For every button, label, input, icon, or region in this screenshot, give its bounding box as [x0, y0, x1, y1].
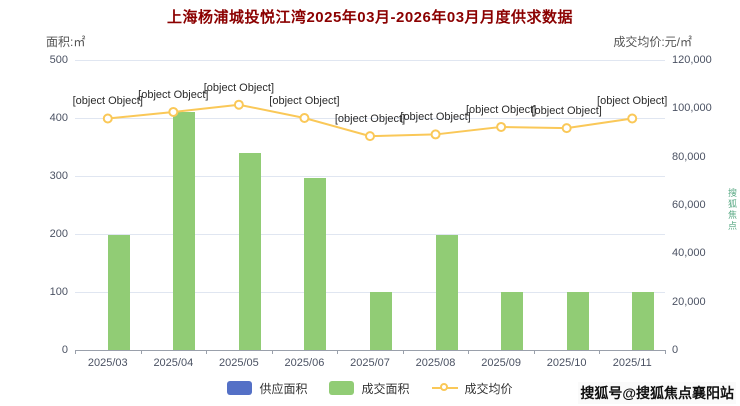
legend-label: 成交均价 [464, 381, 513, 396]
x-axis-tick [468, 350, 470, 354]
legend-line-dot [439, 383, 448, 391]
x-axis-category-label: 2025/06 [284, 357, 325, 369]
bar-成交面积[interactable] [238, 152, 261, 350]
line-point-label: [object Object] [138, 88, 209, 101]
bar-成交面积[interactable] [304, 177, 327, 350]
bar-成交面积[interactable] [107, 235, 130, 350]
edge-watermark-text: 搜狐焦点 [727, 188, 737, 232]
x-axis-category-label: 2025/08 [415, 357, 456, 369]
legend-item-供应面积[interactable]: 供应面积 [227, 380, 307, 397]
line-point-label: [object Object] [400, 111, 471, 124]
x-axis-category-label: 2025/11 [612, 357, 652, 369]
legend: 供应面积 成交面积 成交均价 [0, 378, 740, 398]
x-axis-tick [206, 350, 208, 354]
bar-成交面积[interactable] [501, 292, 524, 350]
left-axis-tick-label: 300 [49, 170, 68, 182]
x-axis-tick [140, 350, 142, 354]
right-axis-tick-label: 100,000 [672, 102, 712, 115]
x-axis-tick [271, 350, 273, 354]
line-point-label: [object Object] [334, 113, 406, 126]
legend-label: 成交面积 [361, 381, 410, 396]
right-axis-tick-label: 80,000 [672, 150, 706, 163]
line-point-label: [object Object] [203, 81, 275, 94]
left-axis-caption: 面积:㎡ [46, 35, 86, 49]
left-axis-tick-label: 100 [49, 286, 68, 298]
line-point-label: [object Object] [269, 95, 340, 107]
x-axis-category-label: 2025/04 [153, 357, 194, 369]
x-axis-category-label: 2025/07 [350, 357, 390, 369]
left-axis-tick-label: 0 [61, 344, 68, 356]
legend-line-marker [431, 381, 458, 395]
line-point[interactable] [365, 131, 375, 142]
line-point[interactable] [496, 121, 507, 132]
x-axis-category-label: 2025/10 [546, 357, 587, 369]
legend-label: 供应面积 [259, 381, 308, 396]
bar-成交面积[interactable] [370, 292, 392, 350]
bar-成交面积[interactable] [632, 292, 655, 350]
right-axis-caption: 成交均价:元/㎡ [613, 35, 692, 49]
x-axis-category-label: 2025/09 [481, 357, 521, 369]
line-point-label: [object Object] [597, 95, 668, 108]
right-axis-tick-label: 60,000 [672, 199, 706, 211]
line-point-label: [object Object] [465, 103, 537, 116]
x-axis-tick [337, 350, 339, 354]
left-axis-tick-label: 400 [49, 112, 68, 124]
gridline [75, 234, 665, 235]
bar-成交面积[interactable] [173, 112, 196, 350]
line-point[interactable] [561, 123, 572, 134]
right-axis-tick-label: 40,000 [672, 247, 706, 260]
x-axis-tick [533, 350, 535, 354]
watermark-text: 搜狐号@搜狐焦点襄阳站 [578, 382, 736, 404]
x-axis-line [75, 350, 665, 351]
line-point-label: [object Object] [72, 95, 143, 108]
line-point-label: [object Object] [531, 105, 602, 118]
line-point[interactable] [233, 99, 244, 110]
legend-swatch [329, 381, 355, 395]
x-axis-tick [75, 350, 76, 354]
legend-swatch [227, 381, 253, 395]
chart-title: 上海杨浦城投悦江湾2025年03月-2026年03月月度供求数据 [166, 9, 574, 26]
x-axis-tick [599, 350, 601, 354]
x-axis-tick [402, 350, 404, 354]
right-axis-tick-label: 120,000 [672, 54, 712, 66]
bar-成交面积[interactable] [566, 292, 589, 350]
bar-成交面积[interactable] [435, 235, 458, 350]
left-axis-tick-label: 200 [49, 228, 68, 240]
x-axis-category-label: 2025/03 [87, 357, 128, 369]
gridline [75, 60, 665, 61]
right-axis-tick-label: 20,000 [672, 295, 706, 308]
legend-item-成交均价[interactable]: 成交均价 [431, 380, 513, 397]
left-axis-tick-label: 500 [49, 54, 68, 66]
gridline [75, 176, 665, 177]
right-axis-tick-label: 0 [672, 344, 679, 356]
x-axis-tick [665, 350, 666, 354]
legend-item-成交面积[interactable]: 成交面积 [329, 380, 410, 397]
x-axis-category-label: 2025/05 [218, 357, 259, 369]
line-point[interactable] [430, 129, 441, 140]
